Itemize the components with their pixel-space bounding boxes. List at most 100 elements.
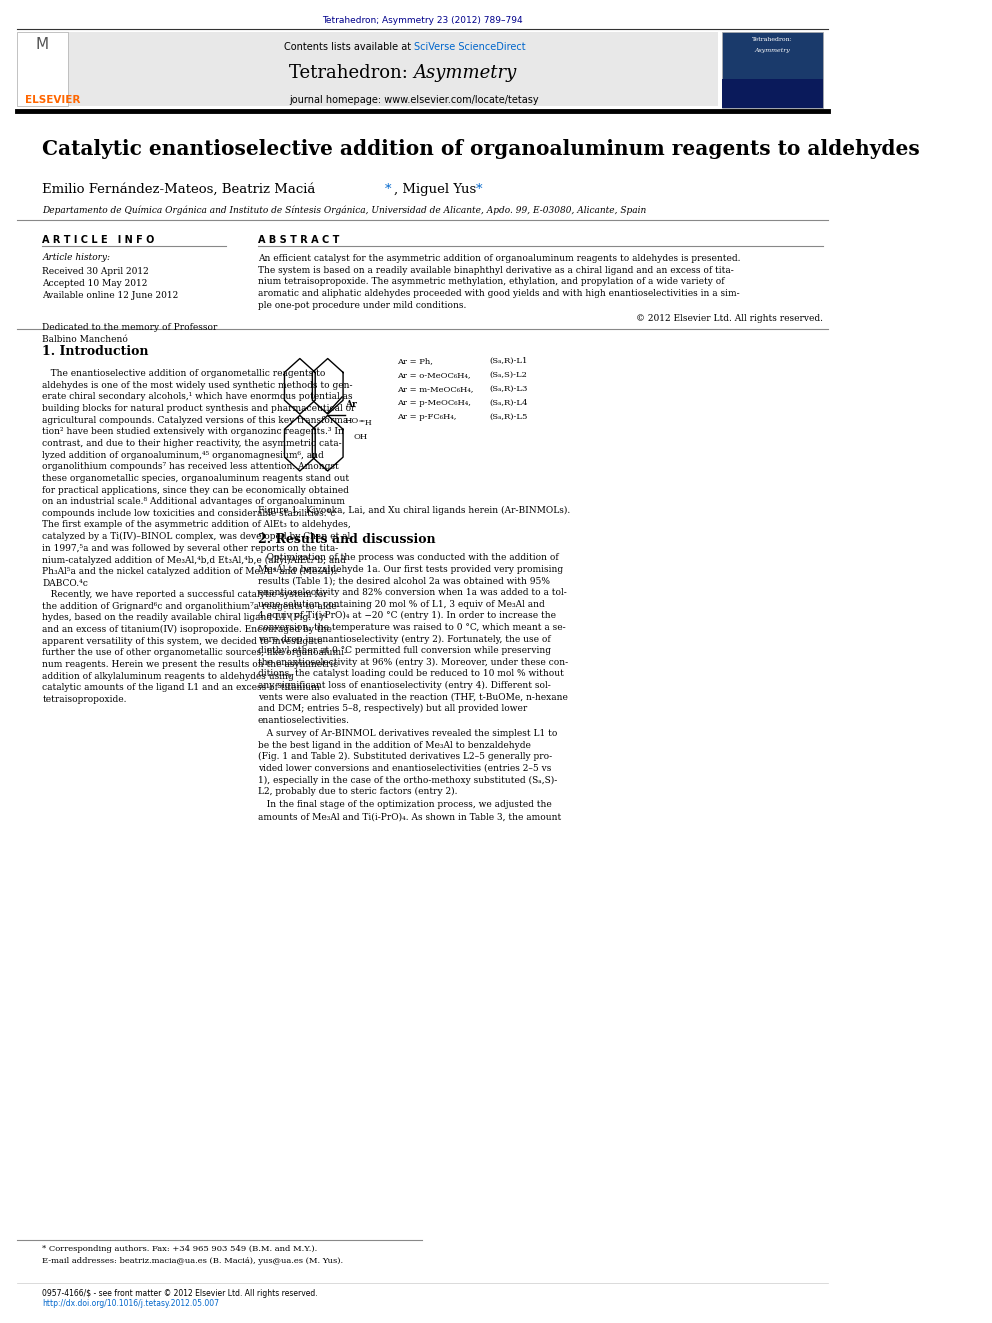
Text: Dedicated to the memory of Professor: Dedicated to the memory of Professor: [43, 323, 217, 332]
Text: Ar = Ph,: Ar = Ph,: [397, 357, 433, 365]
Text: SciVerse ScienceDirect: SciVerse ScienceDirect: [414, 42, 526, 53]
Text: The enantioselective addition of organometallic reagents to: The enantioselective addition of organom…: [43, 369, 325, 378]
Text: on an industrial scale.⁸ Additional advantages of organoaluminum: on an industrial scale.⁸ Additional adva…: [43, 497, 345, 507]
Text: (Sₐ,R)-L5: (Sₐ,R)-L5: [490, 413, 529, 421]
Text: Catalytic enantioselective addition of organoaluminum reagents to aldehydes: Catalytic enantioselective addition of o…: [43, 139, 920, 159]
Text: © 2012 Elsevier Ltd. All rights reserved.: © 2012 Elsevier Ltd. All rights reserved…: [637, 314, 823, 323]
Text: vere drop in enantioselectivity (entry 2). Fortunately, the use of: vere drop in enantioselectivity (entry 2…: [258, 635, 551, 643]
Text: amounts of Me₃Al and Ti(i-PrO)₄. As shown in Table 3, the amount: amounts of Me₃Al and Ti(i-PrO)₄. As show…: [258, 812, 560, 822]
Text: *: *: [385, 183, 392, 196]
Text: Tetrahedron:: Tetrahedron:: [753, 37, 794, 42]
Text: vided lower conversions and enantioselectivities (entries 2–5 vs: vided lower conversions and enantioselec…: [258, 763, 551, 773]
FancyBboxPatch shape: [722, 32, 823, 108]
Text: ple one-pot procedure under mild conditions.: ple one-pot procedure under mild conditi…: [258, 300, 466, 310]
Text: Me₃Al to benzaldehyde 1a. Our first tests provided very promising: Me₃Al to benzaldehyde 1a. Our first test…: [258, 565, 562, 574]
FancyBboxPatch shape: [17, 32, 67, 106]
Text: in 1997,⁵a and was followed by several other reports on the tita-: in 1997,⁵a and was followed by several o…: [43, 544, 338, 553]
Text: catalyzed by a Ti(IV)–BINOL complex, was developed by Chan et al.: catalyzed by a Ti(IV)–BINOL complex, was…: [43, 532, 353, 541]
Text: ELSEVIER: ELSEVIER: [26, 95, 80, 106]
Text: 2. Results and discussion: 2. Results and discussion: [258, 533, 435, 546]
Text: Asymmetry: Asymmetry: [414, 64, 517, 82]
Text: M: M: [36, 37, 49, 52]
Text: these organometallic species, organoaluminum reagents stand out: these organometallic species, organoalum…: [43, 474, 349, 483]
Text: Departamento de Química Orgánica and Instituto de Síntesis Orgánica, Universidad: Departamento de Química Orgánica and Ins…: [43, 205, 647, 214]
Text: Ar = o-MeOC₆H₄,: Ar = o-MeOC₆H₄,: [397, 370, 470, 380]
Text: OH: OH: [353, 433, 367, 441]
Text: (Sₐ,R)-L4: (Sₐ,R)-L4: [490, 400, 529, 407]
Text: vents were also evaluated in the reaction (THF, t-BuOMe, n-hexane: vents were also evaluated in the reactio…: [258, 693, 567, 701]
Text: tetraisopropoxide.: tetraisopropoxide.: [43, 695, 127, 704]
Text: (Fig. 1 and Table 2). Substituted derivatives L2–5 generally pro-: (Fig. 1 and Table 2). Substituted deriva…: [258, 753, 552, 761]
Text: Emilio Fernández-Mateos, Beatriz Maciá: Emilio Fernández-Mateos, Beatriz Maciá: [43, 183, 315, 196]
Text: be the best ligand in the addition of Me₃Al to benzaldehyde: be the best ligand in the addition of Me…: [258, 741, 531, 750]
Text: further the use of other organometallic sources, like organoalumi-: further the use of other organometallic …: [43, 648, 347, 658]
Text: , Miguel Yus: , Miguel Yus: [394, 183, 476, 196]
Text: The first example of the asymmetric addition of AlEt₃ to aldehydes,: The first example of the asymmetric addi…: [43, 520, 351, 529]
Text: Ar = p-FC₆H₄,: Ar = p-FC₆H₄,: [397, 413, 456, 421]
Text: Tetrahedron; Asymmetry 23 (2012) 789–794: Tetrahedron; Asymmetry 23 (2012) 789–794: [322, 16, 523, 25]
Text: any significant loss of enantioselectivity (entry 4). Different sol-: any significant loss of enantioselectivi…: [258, 681, 551, 691]
Text: hydes, based on the readily available chiral ligand L1 (Fig. 1)⁹: hydes, based on the readily available ch…: [43, 614, 327, 622]
Text: aldehydes is one of the most widely used synthetic methods to gen-: aldehydes is one of the most widely used…: [43, 381, 353, 390]
Text: journal homepage: www.elsevier.com/locate/tetasy: journal homepage: www.elsevier.com/locat…: [289, 95, 539, 106]
Text: Received 30 April 2012: Received 30 April 2012: [43, 267, 149, 277]
Text: E-mail addresses: beatriz.macia@ua.es (B. Maciá), yus@ua.es (M. Yus).: E-mail addresses: beatriz.macia@ua.es (B…: [43, 1257, 343, 1265]
Text: uene solution containing 20 mol % of L1, 3 equiv of Me₃Al and: uene solution containing 20 mol % of L1,…: [258, 599, 545, 609]
Text: A R T I C L E   I N F O: A R T I C L E I N F O: [43, 235, 155, 246]
Text: 0957-4166/$ - see front matter © 2012 Elsevier Ltd. All rights reserved.: 0957-4166/$ - see front matter © 2012 El…: [43, 1289, 317, 1298]
Text: Optimization of the process was conducted with the addition of: Optimization of the process was conducte…: [258, 553, 558, 562]
Text: HO: HO: [344, 417, 359, 425]
Text: contrast, and due to their higher reactivity, the asymmetric cata-: contrast, and due to their higher reacti…: [43, 439, 342, 448]
Text: Balbino Manchenó: Balbino Manchenó: [43, 335, 128, 344]
Text: building blocks for natural product synthesis and pharmaceutical or: building blocks for natural product synt…: [43, 404, 356, 413]
Text: the enantioselectivity at 96% (entry 3). Moreover, under these con-: the enantioselectivity at 96% (entry 3).…: [258, 658, 567, 667]
Text: ""H: ""H: [358, 419, 372, 427]
Text: agricultural compounds. Catalyzed versions of this key transforma-: agricultural compounds. Catalyzed versio…: [43, 415, 351, 425]
Text: Available online 12 June 2012: Available online 12 June 2012: [43, 291, 179, 300]
Text: compounds include low toxicities and considerable stabilities.⁴c: compounds include low toxicities and con…: [43, 509, 335, 517]
Text: Figure 1.  Kiyooka, Lai, and Xu chiral ligands herein (Ar-BINMOLs).: Figure 1. Kiyooka, Lai, and Xu chiral li…: [258, 505, 569, 515]
Text: L2, probably due to steric factors (entry 2).: L2, probably due to steric factors (entr…: [258, 787, 457, 796]
Text: Contents lists available at: Contents lists available at: [284, 42, 414, 53]
Text: Ar = p-MeOC₆H₄,: Ar = p-MeOC₆H₄,: [397, 400, 471, 407]
Text: * Corresponding authors. Fax: +34 965 903 549 (B.M. and M.Y.).: * Corresponding authors. Fax: +34 965 90…: [43, 1245, 317, 1253]
FancyBboxPatch shape: [722, 79, 823, 108]
Text: num reagents. Herein we present the results on the asymmetric: num reagents. Herein we present the resu…: [43, 660, 338, 669]
Text: A B S T R A C T: A B S T R A C T: [258, 235, 339, 246]
Text: and DCM; entries 5–8, respectively) but all provided lower: and DCM; entries 5–8, respectively) but …: [258, 704, 527, 713]
Text: Ph₃Al⁵a and the nickel catalyzed addition of Me₃Al⁴ and (Me₃Al)₂-: Ph₃Al⁵a and the nickel catalyzed additio…: [43, 568, 340, 576]
Text: erate chiral secondary alcohols,¹ which have enormous potential as: erate chiral secondary alcohols,¹ which …: [43, 393, 353, 401]
Text: (Sₐ,R)-L3: (Sₐ,R)-L3: [490, 385, 529, 393]
Text: catalytic amounts of the ligand L1 and an excess of titanium: catalytic amounts of the ligand L1 and a…: [43, 683, 320, 692]
Text: tion² have been studied extensively with organozinc reagents.³ In: tion² have been studied extensively with…: [43, 427, 344, 437]
Text: apparent versatility of this system, we decided to investigate: apparent versatility of this system, we …: [43, 636, 322, 646]
Text: 1. Introduction: 1. Introduction: [43, 345, 149, 359]
Text: Tetrahedron:: Tetrahedron:: [290, 64, 414, 82]
Text: In the final stage of the optimization process, we adjusted the: In the final stage of the optimization p…: [258, 800, 552, 810]
Text: aromatic and aliphatic aldehydes proceeded with good yields and with high enanti: aromatic and aliphatic aldehydes proceed…: [258, 288, 739, 298]
Text: results (Table 1); the desired alcohol 2a was obtained with 95%: results (Table 1); the desired alcohol 2…: [258, 577, 550, 585]
Text: and an excess of titanium(IV) isopropoxide. Encouraged by the: and an excess of titanium(IV) isopropoxi…: [43, 624, 332, 634]
Text: Article history:: Article history:: [43, 253, 110, 262]
Text: The system is based on a readily available binaphthyl derivative as a chiral lig: The system is based on a readily availab…: [258, 266, 733, 275]
Text: Ar: Ar: [344, 400, 356, 409]
Text: 1), especially in the case of the ortho-methoxy substituted (Sₐ,S)-: 1), especially in the case of the ortho-…: [258, 775, 557, 785]
Text: 4 equiv of Ti(i-PrO)₄ at −20 °C (entry 1). In order to increase the: 4 equiv of Ti(i-PrO)₄ at −20 °C (entry 1…: [258, 611, 556, 620]
Text: DABCO.⁴c: DABCO.⁴c: [43, 578, 88, 587]
Text: addition of alkylaluminum reagents to aldehydes using: addition of alkylaluminum reagents to al…: [43, 672, 294, 680]
Text: conversion, the temperature was raised to 0 °C, which meant a se-: conversion, the temperature was raised t…: [258, 623, 565, 632]
Text: organolithium compounds⁷ has received less attention. Amongst: organolithium compounds⁷ has received le…: [43, 462, 339, 471]
Text: nium-catalyzed addition of Me₃Al,⁴b,d Et₃Al,⁴b,e (allyl)AlEt₂⁴b, and: nium-catalyzed addition of Me₃Al,⁴b,d Et…: [43, 556, 346, 565]
Text: Asymmetry: Asymmetry: [755, 48, 791, 53]
Text: http://dx.doi.org/10.1016/j.tetasy.2012.05.007: http://dx.doi.org/10.1016/j.tetasy.2012.…: [43, 1299, 219, 1308]
Text: the addition of Grignard⁶c and organolithium⁷a reagents to alde-: the addition of Grignard⁶c and organolit…: [43, 602, 340, 611]
Text: enantioselectivities.: enantioselectivities.: [258, 716, 349, 725]
Text: Accepted 10 May 2012: Accepted 10 May 2012: [43, 279, 148, 288]
Text: A survey of Ar-BINMOL derivatives revealed the simplest L1 to: A survey of Ar-BINMOL derivatives reveal…: [258, 729, 557, 738]
Text: An efficient catalyst for the asymmetric addition of organoaluminum reagents to : An efficient catalyst for the asymmetric…: [258, 254, 740, 263]
Text: diethyl ether at 0 °C permitted full conversion while preserving: diethyl ether at 0 °C permitted full con…: [258, 646, 551, 655]
Text: enantioselectivity and 82% conversion when 1a was added to a tol-: enantioselectivity and 82% conversion wh…: [258, 587, 566, 597]
Text: Recently, we have reported a successful catalytic system for: Recently, we have reported a successful …: [43, 590, 327, 599]
Text: for practical applications, since they can be economically obtained: for practical applications, since they c…: [43, 486, 349, 495]
Text: ditions, the catalyst loading could be reduced to 10 mol % without: ditions, the catalyst loading could be r…: [258, 669, 563, 679]
